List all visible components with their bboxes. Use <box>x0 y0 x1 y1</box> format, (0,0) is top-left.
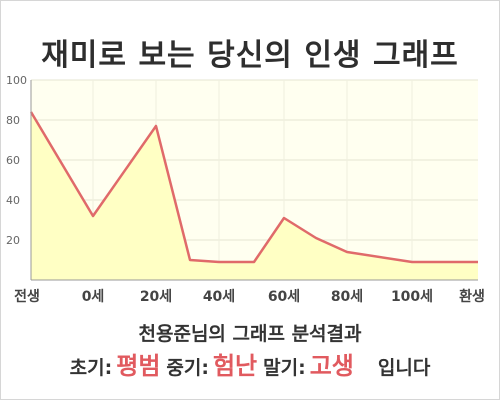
analysis-title: 천용준님의 그래프 분석결과 <box>138 323 362 345</box>
x-tick-label: 환생 <box>459 288 485 305</box>
y-tick-label: 80 <box>6 114 20 127</box>
x-tick-labels: 전생 0세 20세 40세 60세 80세 100세 환생 <box>14 288 485 305</box>
late-label: 말기: <box>263 357 306 379</box>
x-tick-label: 20세 <box>140 289 172 305</box>
life-area-fill <box>31 112 478 280</box>
early-value: 평범 <box>116 352 161 380</box>
analysis-summary: 초기: 평범 중기: 험난 말기: 고생 입니다 <box>0 346 500 382</box>
chart-title: 재미로 보는 당신의 인생 그래프 <box>41 38 459 73</box>
axes <box>30 80 478 281</box>
y-tick-label: 20 <box>6 234 20 247</box>
x-tick-label: 전생 <box>14 288 40 305</box>
late-value: 고생 <box>309 352 354 380</box>
ending-text: 입니다 <box>377 357 431 379</box>
y-tick-label: 60 <box>6 154 20 167</box>
mid-label: 중기: <box>166 357 209 379</box>
x-tick-label: 80세 <box>331 289 363 305</box>
x-tick-label: 40세 <box>203 289 235 305</box>
early-label: 초기: <box>69 357 113 379</box>
y-tick-labels: 20 40 60 80 100 <box>6 74 27 247</box>
y-tick-label: 40 <box>6 194 20 207</box>
y-tick-label: 100 <box>6 74 27 87</box>
x-tick-label: 60세 <box>268 289 300 305</box>
life-line <box>29 111 478 264</box>
x-tick-label: 100세 <box>391 289 433 305</box>
mid-value: 험난 <box>212 352 258 380</box>
x-tick-label: 0세 <box>82 289 105 305</box>
